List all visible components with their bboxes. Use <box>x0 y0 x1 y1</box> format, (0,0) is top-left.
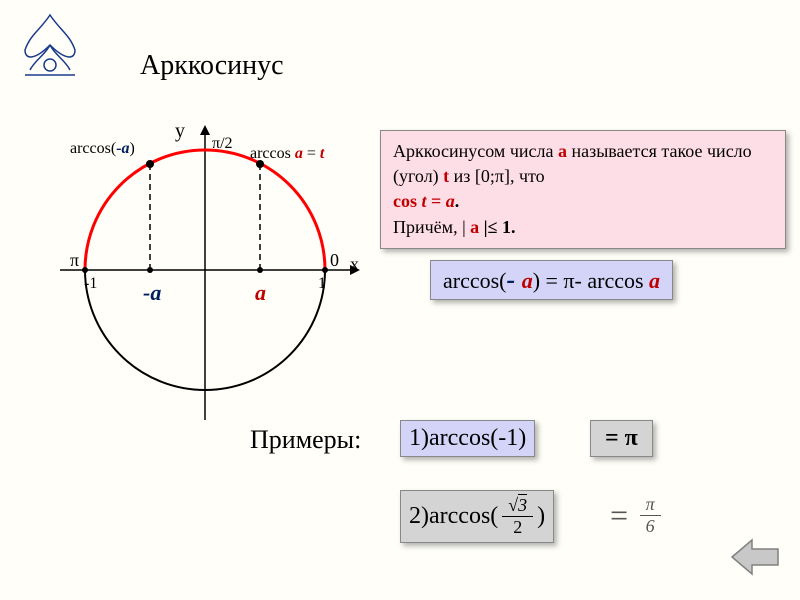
pi-half-label: π/2 <box>212 135 233 153</box>
y-axis-label: у <box>175 120 185 143</box>
example-1-answer: = π <box>590 420 653 457</box>
nav-back-button[interactable] <box>730 535 780 585</box>
formula-box: arccos(- a) = π- arccos а <box>430 260 673 300</box>
logo-ornament <box>20 10 80 85</box>
examples-label: Примеры: <box>250 425 361 455</box>
page-title: Арккосинус <box>140 50 284 82</box>
pos-a-label: а <box>255 280 266 306</box>
zero-label: 0 <box>330 250 339 271</box>
definition-box: Арккосинусом числа а называется такое чи… <box>380 130 786 249</box>
unit-circle-chart: у π/2 х π 0 -1 1 -а а arccos(-а) arccos … <box>40 120 360 440</box>
arccos-neg-label: arccos(-а) <box>70 140 135 158</box>
example-1: 1)arccos(-1) <box>400 420 535 457</box>
pos1-label: 1 <box>318 275 326 293</box>
neg-a-label: -а <box>143 280 161 306</box>
arccos-pos-label: arccos а = t <box>250 145 324 163</box>
example-2-answer: = π 6 <box>600 490 673 541</box>
x-axis-label: х <box>350 254 359 275</box>
neg1-label: -1 <box>84 275 97 293</box>
example-2: 2)arccos( √3 2 ) <box>400 490 554 543</box>
pi-label: π <box>70 250 79 271</box>
